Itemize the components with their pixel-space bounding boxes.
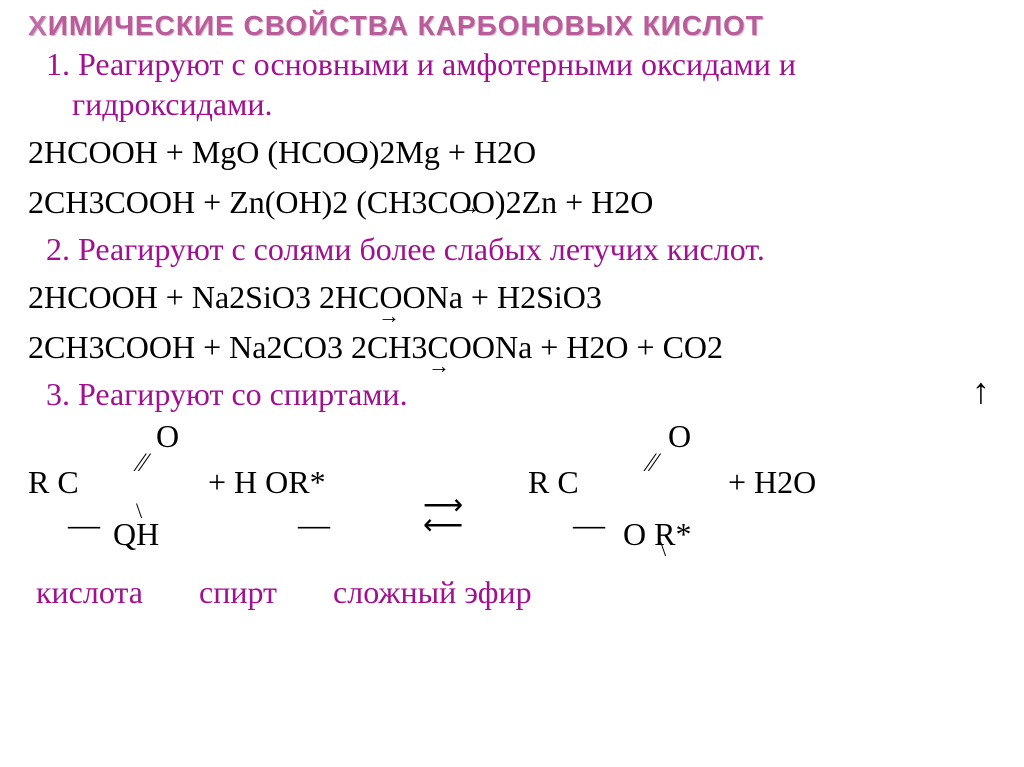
slide-content: ХИМИЧЕСКИЕ СВОЙСТВА КАРБОНОВЫХ КИСЛОТ 1.… bbox=[0, 0, 1024, 653]
section-3-num: 3. bbox=[46, 376, 70, 412]
label-acid: кислота bbox=[36, 574, 143, 610]
equation-2: 2CH3COOH + Zn(OH)2 (CH3COO)2Zn + H2O → bbox=[28, 178, 996, 228]
eq2-text: 2CH3COOH + Zn(OH)2 (CH3COO)2Zn + H2O bbox=[28, 184, 653, 220]
label-ester: сложный эфир bbox=[333, 574, 532, 610]
struct-plus2: + H2O bbox=[728, 464, 816, 501]
section-1-num: 1. bbox=[46, 46, 70, 82]
section-2-heading: 2. Реагируют с солями более слабых летуч… bbox=[28, 229, 996, 269]
eq3-text: 2HCOOH + Na2SiO3 2HCOONa + H2SiO3 bbox=[28, 279, 602, 315]
struct-dblbond2: ⁄⁄ bbox=[648, 448, 657, 478]
struct-back1: \ bbox=[136, 498, 142, 524]
struct-dblbond1: ⁄⁄ bbox=[138, 448, 147, 478]
structure-formula: O O R C ⁄⁄ + H OR* R C ⁄⁄ + H2O — — — QH… bbox=[28, 418, 996, 568]
struct-back2: \ bbox=[660, 536, 666, 562]
struct-OR: O R* bbox=[623, 516, 691, 553]
equation-4: 2CH3COOH + Na2CO3 2CH3COONa + H2O + CO2 … bbox=[28, 323, 996, 373]
section-1-heading: 1. Реагируют с основными и амфотерными о… bbox=[28, 44, 996, 124]
struct-dash2: — bbox=[298, 506, 330, 543]
section-2-text: Реагируют с солями более слабых летучих … bbox=[70, 231, 765, 267]
struct-R1: R C bbox=[28, 464, 79, 501]
struct-dash3: — bbox=[573, 506, 605, 543]
struct-R2: R C bbox=[528, 464, 579, 501]
label-alcohol: спирт bbox=[199, 574, 277, 610]
equation-1: 2HCOOH + MgO (HCOO)2Mg + H2O → bbox=[28, 128, 996, 178]
section-1-text: Реагируют с основными и амфотерными окси… bbox=[70, 46, 796, 122]
equation-3: 2HCOOH + Na2SiO3 2HCOONa + H2SiO3 → bbox=[28, 273, 996, 323]
eq2-arrow: → bbox=[458, 190, 480, 224]
section-3-heading: 3. Реагируют со спиртами. bbox=[28, 374, 996, 414]
struct-plus1: + H OR* bbox=[208, 464, 326, 501]
section-2-num: 2. bbox=[46, 231, 70, 267]
section-3-text: Реагируют со спиртами. bbox=[70, 376, 408, 412]
eq4-arrow: → bbox=[428, 349, 450, 383]
slide-title: ХИМИЧЕСКИЕ СВОЙСТВА КАРБОНОВЫХ КИСЛОТ bbox=[28, 10, 996, 42]
title-first-letter: Х bbox=[28, 10, 48, 41]
title-rest: ИМИЧЕСКИЕ СВОЙСТВА КАРБОНОВЫХ КИСЛОТ bbox=[48, 10, 764, 41]
eq-arrow-rev: ⟵ bbox=[423, 508, 463, 542]
struct-O2: O bbox=[668, 418, 691, 455]
eq1-arrow: → bbox=[348, 140, 370, 174]
eq4-text: 2CH3COOH + Na2CO3 2CH3COONa + H2O + CO2 bbox=[28, 329, 723, 365]
structure-labels: кислота спирт сложный эфир bbox=[28, 574, 996, 611]
gas-up-arrow: ↑ bbox=[972, 370, 990, 412]
eq1-text: 2HCOOH + MgO (HCOO)2Mg + H2O bbox=[28, 134, 536, 170]
struct-O1: O bbox=[156, 418, 179, 455]
struct-dash1: — bbox=[68, 506, 100, 543]
